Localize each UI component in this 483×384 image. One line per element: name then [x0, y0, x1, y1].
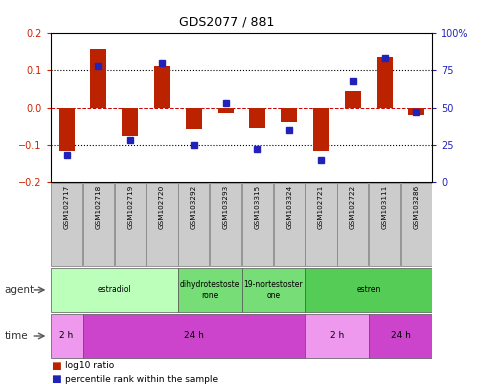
- Bar: [83, 314, 305, 358]
- Text: percentile rank within the sample: percentile rank within the sample: [65, 374, 218, 384]
- Bar: [249, 108, 265, 128]
- Bar: [369, 183, 400, 266]
- Text: GSM102718: GSM102718: [96, 185, 101, 229]
- Text: agent: agent: [5, 285, 35, 295]
- Bar: [51, 268, 178, 311]
- Text: GSM102719: GSM102719: [127, 185, 133, 229]
- Text: GSM103111: GSM103111: [382, 185, 387, 229]
- Bar: [337, 183, 369, 266]
- Text: GDS2077 / 881: GDS2077 / 881: [179, 15, 275, 28]
- Bar: [154, 66, 170, 108]
- Bar: [51, 183, 82, 266]
- Bar: [313, 108, 329, 151]
- Text: GSM103324: GSM103324: [286, 185, 292, 229]
- Text: estren: estren: [356, 285, 381, 295]
- Bar: [305, 183, 337, 266]
- Bar: [273, 183, 305, 266]
- Bar: [305, 268, 432, 311]
- Text: 19-nortestoster
one: 19-nortestoster one: [243, 280, 303, 300]
- Text: ■: ■: [51, 361, 60, 371]
- Bar: [409, 108, 425, 115]
- Text: GSM102722: GSM102722: [350, 185, 356, 229]
- Bar: [114, 183, 146, 266]
- Bar: [178, 268, 242, 311]
- Bar: [90, 50, 106, 108]
- Text: GSM103286: GSM103286: [413, 185, 419, 229]
- Bar: [377, 57, 393, 108]
- Bar: [281, 108, 297, 122]
- Bar: [83, 183, 114, 266]
- Bar: [51, 314, 83, 358]
- Text: GSM103293: GSM103293: [223, 185, 228, 229]
- Bar: [186, 108, 202, 129]
- Bar: [210, 183, 241, 266]
- Text: 2 h: 2 h: [330, 331, 344, 341]
- Text: GSM102720: GSM102720: [159, 185, 165, 229]
- Bar: [218, 108, 234, 113]
- Bar: [242, 183, 273, 266]
- Text: log10 ratio: log10 ratio: [65, 361, 114, 371]
- Bar: [146, 183, 178, 266]
- Text: GSM102717: GSM102717: [64, 185, 70, 229]
- Text: ■: ■: [51, 374, 60, 384]
- Text: GSM102721: GSM102721: [318, 185, 324, 229]
- Text: 24 h: 24 h: [391, 331, 411, 341]
- Text: GSM103315: GSM103315: [255, 185, 260, 229]
- Bar: [369, 314, 432, 358]
- Text: GSM103292: GSM103292: [191, 185, 197, 229]
- Bar: [58, 108, 74, 151]
- Bar: [178, 183, 210, 266]
- Text: dihydrotestoste
rone: dihydrotestoste rone: [180, 280, 240, 300]
- Text: time: time: [5, 331, 28, 341]
- Bar: [401, 183, 432, 266]
- Bar: [242, 268, 305, 311]
- Bar: [345, 91, 361, 108]
- Text: estradiol: estradiol: [98, 285, 131, 295]
- Bar: [122, 108, 138, 136]
- Text: 24 h: 24 h: [184, 331, 204, 341]
- Bar: [305, 314, 369, 358]
- Text: 2 h: 2 h: [59, 331, 74, 341]
